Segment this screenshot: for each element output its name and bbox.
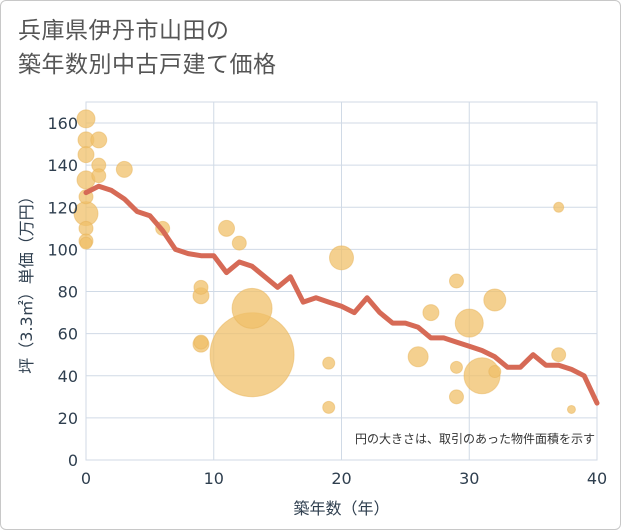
data-bubble xyxy=(488,365,502,379)
grid-lines xyxy=(85,101,598,461)
y-axis-title: 坪（3.3㎡）単価（万円） xyxy=(17,188,36,373)
data-bubble xyxy=(454,308,484,338)
x-tick-labels: 0 10 20 30 40 xyxy=(81,469,607,488)
data-bubble xyxy=(231,235,247,251)
data-bubble xyxy=(566,404,576,414)
data-bubble xyxy=(91,168,107,184)
data-bubble xyxy=(551,347,567,363)
data-bubble xyxy=(193,334,209,350)
data-bubble xyxy=(115,160,133,178)
size-legend-note: 円の大きさは、取引のあった物件面積を示す xyxy=(355,431,595,446)
x-axis-title: 築年数（年） xyxy=(293,499,389,518)
data-bubble xyxy=(79,236,93,250)
data-bubble xyxy=(90,131,108,149)
data-bubble xyxy=(422,304,440,322)
data-bubble xyxy=(449,360,463,374)
data-bubble xyxy=(193,279,209,295)
x-tick-label: 30 xyxy=(459,469,479,488)
y-tick-label: 80 xyxy=(58,283,78,302)
chart-title-line2: 築年数別中古戸建て価格 xyxy=(18,52,277,78)
data-bubble xyxy=(553,201,565,213)
x-tick-label: 20 xyxy=(331,469,351,488)
y-tick-label: 120 xyxy=(47,198,78,217)
data-bubble xyxy=(218,219,236,237)
y-tick-labels: 0 20 40 60 80 100 120 140 160 xyxy=(47,114,78,470)
data-bubble xyxy=(78,220,94,236)
y-tick-label: 100 xyxy=(47,240,78,259)
data-bubble xyxy=(231,287,273,329)
data-bubble xyxy=(322,400,336,414)
data-bubble xyxy=(448,273,464,289)
y-tick-label: 0 xyxy=(68,451,78,470)
data-bubble xyxy=(407,346,429,368)
x-tick-label: 0 xyxy=(81,469,91,488)
x-tick-label: 40 xyxy=(587,469,607,488)
data-bubble xyxy=(329,245,354,271)
y-tick-label: 20 xyxy=(58,409,78,428)
data-bubble xyxy=(76,109,96,129)
data-bubble xyxy=(322,356,336,370)
x-tick-label: 10 xyxy=(204,469,224,488)
bubble-series xyxy=(73,109,576,414)
y-tick-label: 40 xyxy=(58,367,78,386)
chart-title: 兵庫県伊丹市山田の 築年数別中古戸建て価格 xyxy=(18,14,277,82)
y-tick-label: 140 xyxy=(47,156,78,175)
chart-title-line1: 兵庫県伊丹市山田の xyxy=(18,18,230,44)
data-bubble xyxy=(77,146,95,164)
y-tick-label: 60 xyxy=(58,325,78,344)
trend-line xyxy=(83,183,600,406)
data-bubble xyxy=(483,288,507,312)
y-tick-label: 160 xyxy=(47,114,78,133)
data-bubble xyxy=(448,389,464,405)
